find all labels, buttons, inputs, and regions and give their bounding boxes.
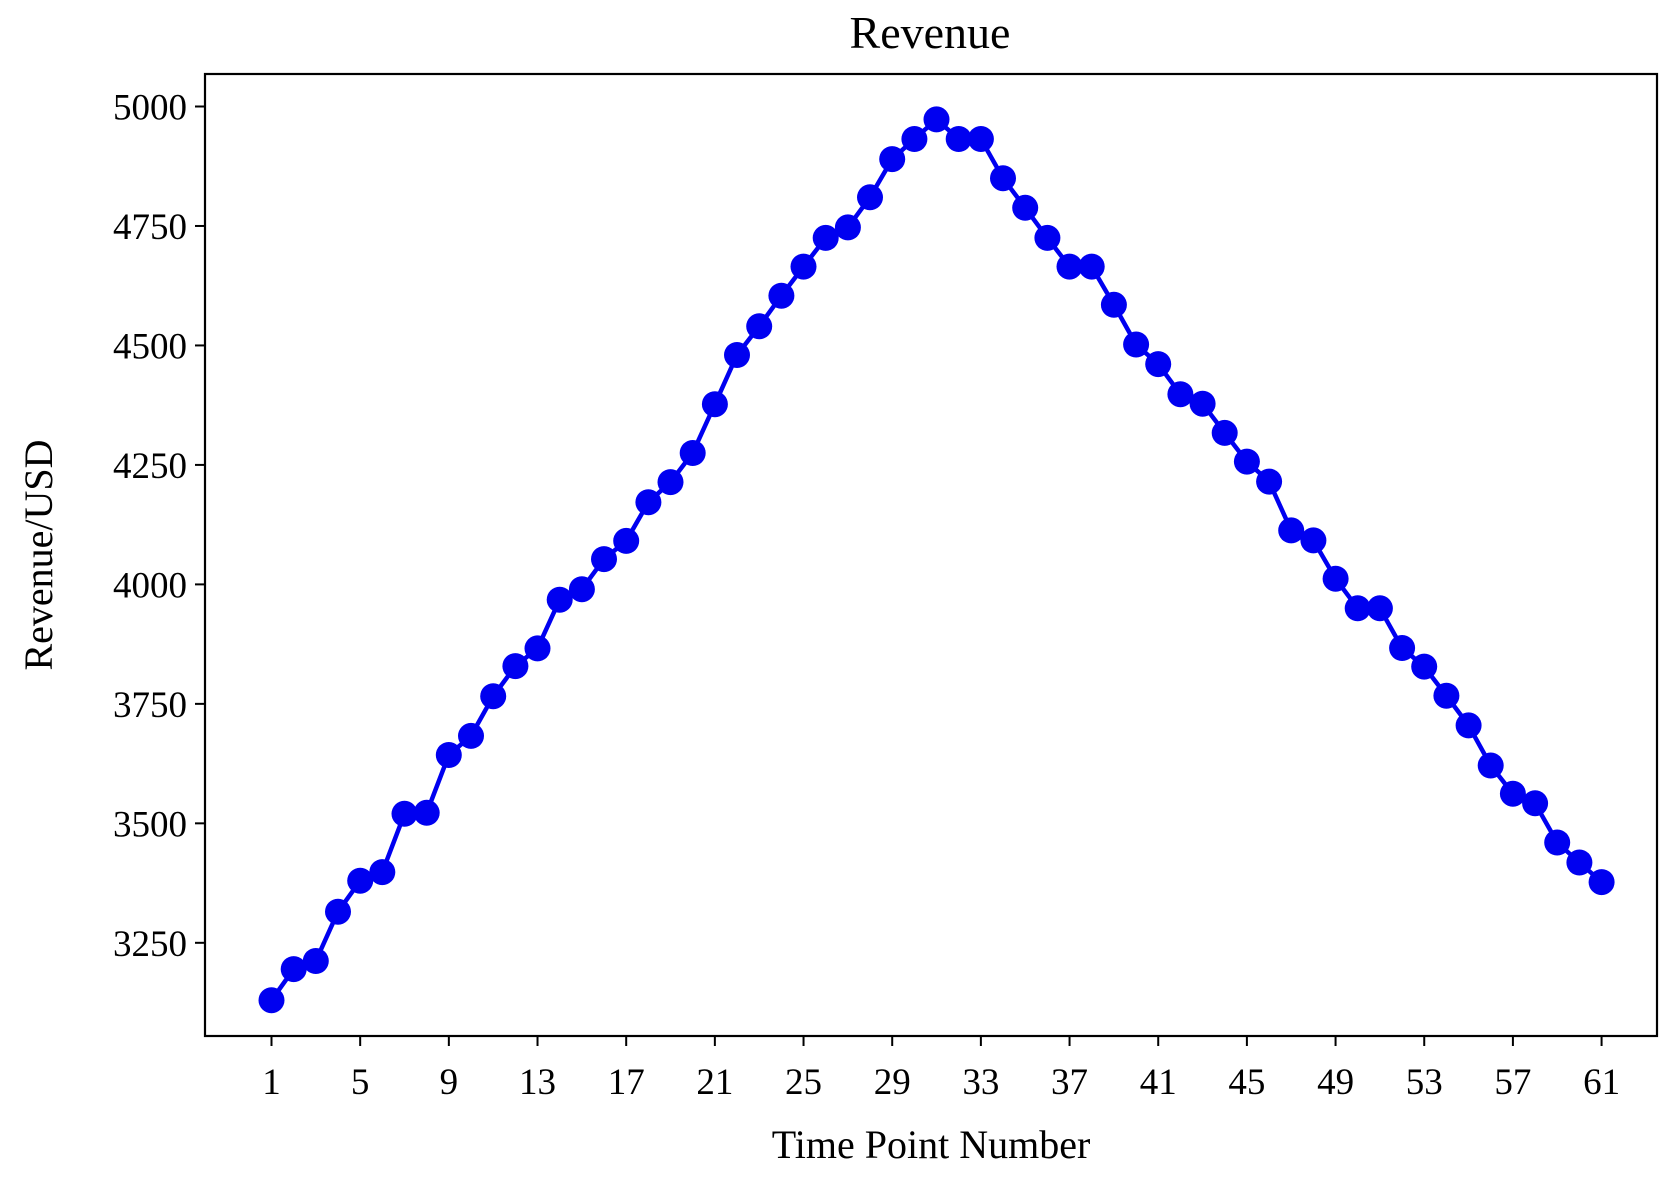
data-point [546,586,573,613]
data-point [790,253,817,280]
data-point [1056,253,1083,280]
y-axis-label: Revenue/USD [16,439,61,670]
data-point [568,576,595,603]
data-point [1100,291,1127,318]
y-tick-label: 3500 [113,804,187,845]
x-tick-label: 41 [1140,1062,1177,1103]
data-point [458,722,484,749]
x-tick-label: 53 [1406,1062,1443,1103]
data-point [1012,194,1039,221]
data-point [1322,565,1349,592]
data-point [302,948,329,974]
data-point [369,859,396,886]
data-point [1123,331,1150,358]
x-tick-label: 49 [1317,1062,1354,1103]
data-point [990,165,1016,192]
data-point [1499,780,1526,807]
data-point [657,469,684,496]
x-tick-label: 5 [351,1062,370,1103]
x-axis-label: Time Point Number [772,1122,1091,1167]
data-point [679,440,706,466]
y-tick-label: 4750 [113,207,187,248]
data-point [857,184,883,211]
data-point [701,391,728,418]
x-tick-label: 29 [874,1062,911,1103]
data-point [591,546,617,573]
data-point [1544,829,1571,856]
data-point [1278,517,1305,544]
y-tick-label: 3750 [113,685,187,726]
data-point [1477,752,1504,779]
data-point [635,489,662,516]
series-markers [258,106,1615,1014]
x-tick-label: 1 [262,1062,281,1103]
data-point [613,527,640,554]
data-point [280,956,307,983]
data-point [1522,790,1549,817]
data-point [923,106,950,133]
data-point [524,635,551,662]
data-point [502,653,529,680]
data-point [1189,390,1216,417]
y-axis: 3250 3500 3750 4000 4250 4500 4750 5000 [113,87,205,965]
x-tick-label: 13 [519,1062,556,1103]
y-tick-label: 4500 [113,326,187,367]
x-tick-label: 37 [1051,1062,1088,1103]
data-point [1566,849,1593,876]
data-point [879,146,906,173]
data-point [967,126,994,152]
data-point [1167,381,1194,408]
data-point [834,214,861,241]
x-tick-label: 9 [440,1062,459,1103]
data-point [812,224,839,251]
data-point [945,126,972,152]
data-point [1233,448,1260,475]
x-tick-label: 25 [785,1062,822,1103]
data-point [1588,869,1615,896]
data-point [1256,468,1283,495]
data-point [746,313,773,340]
x-tick-label: 21 [696,1062,733,1103]
data-point [435,742,462,768]
data-point [413,799,440,826]
data-point [347,867,374,894]
data-point [391,800,418,827]
data-point [901,126,928,152]
x-tick-label: 57 [1494,1062,1531,1103]
y-tick-label: 4250 [113,446,187,487]
data-point [1389,635,1416,661]
data-point [1034,224,1061,251]
data-point [1366,595,1393,622]
data-point [1145,351,1172,378]
data-point [1455,712,1482,739]
chart-title: Revenue [850,7,1011,58]
data-point [724,342,750,368]
x-tick-label: 17 [608,1062,645,1103]
data-point [768,282,795,309]
x-tick-label: 61 [1583,1062,1620,1103]
data-point [1411,653,1438,680]
x-axis: 1 5 9 13 17 21 25 29 33 37 41 45 49 53 57 61 [262,1036,1620,1103]
x-tick-label: 45 [1228,1062,1265,1103]
data-point [480,683,507,710]
data-point [258,987,285,1014]
data-point [1300,527,1327,554]
y-tick-label: 5000 [113,87,187,128]
x-tick-label: 33 [962,1062,999,1103]
y-tick-label: 3250 [113,924,187,965]
data-point [325,898,351,925]
y-tick-label: 4000 [113,565,187,606]
data-point [1211,419,1238,446]
data-point [1078,253,1105,280]
data-point [1344,595,1371,622]
plot-frame [203,72,1659,1038]
data-point [1433,682,1460,709]
